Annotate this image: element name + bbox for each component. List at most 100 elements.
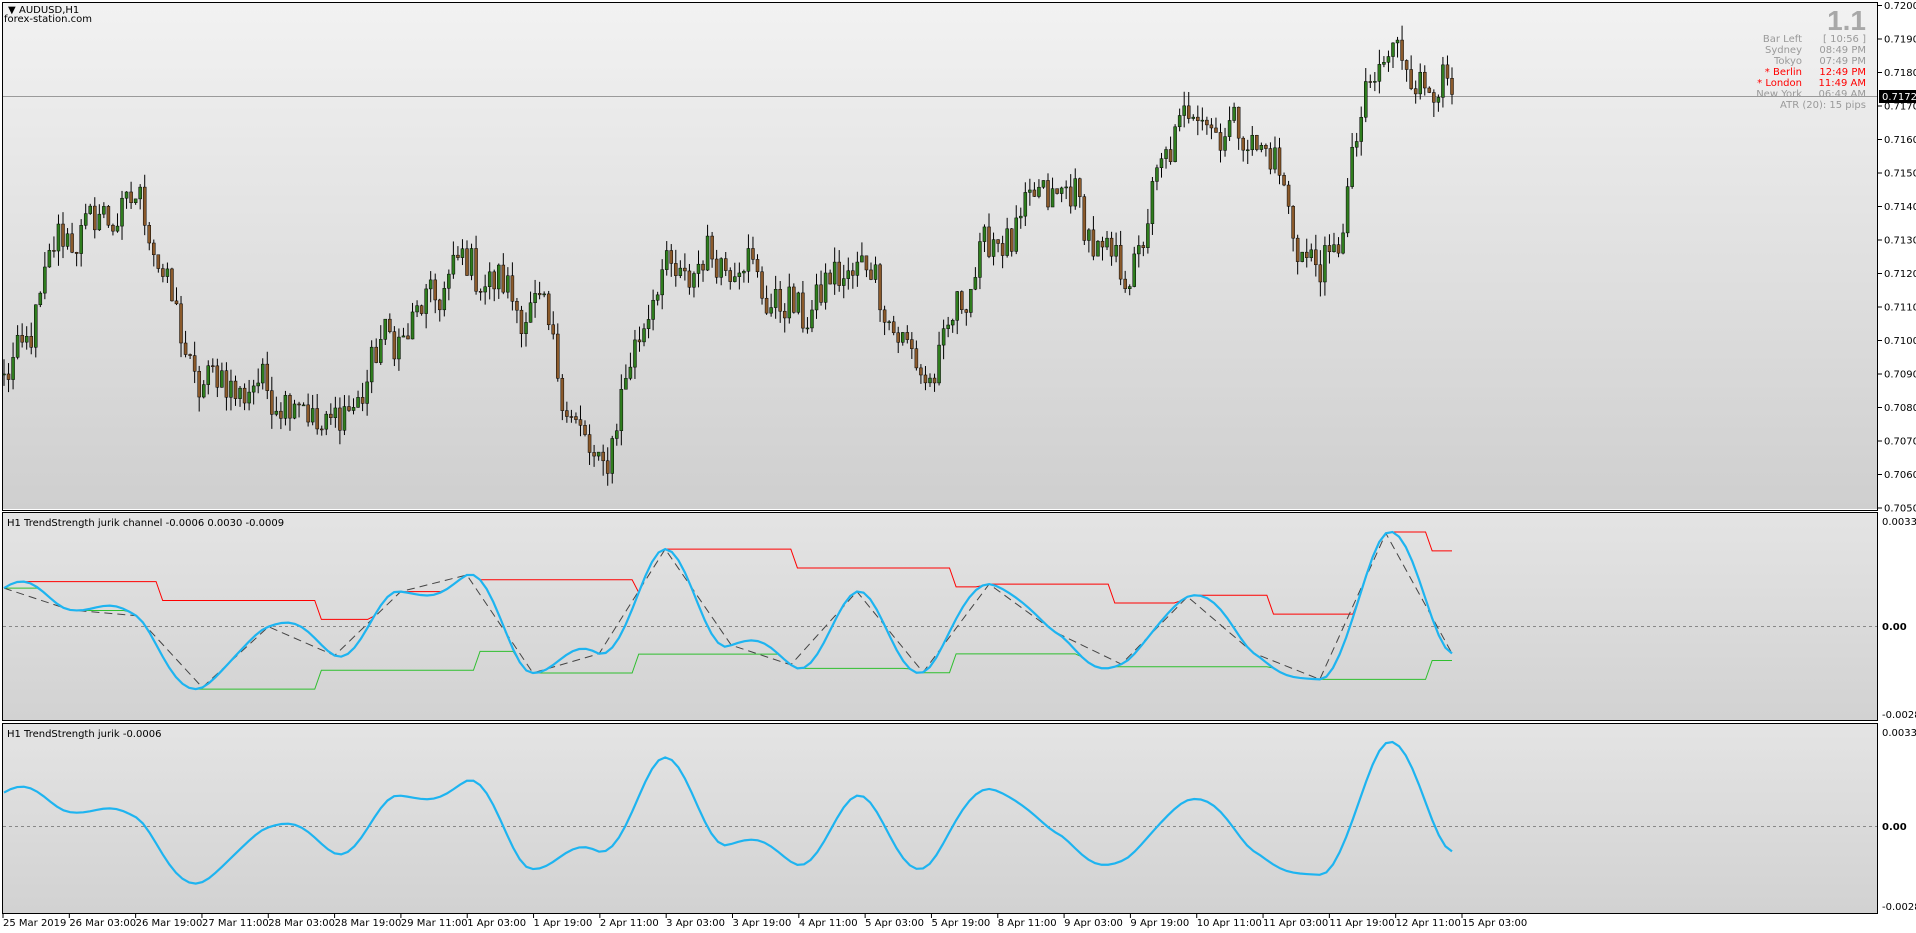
candle-body bbox=[179, 303, 183, 344]
candle-body bbox=[47, 250, 52, 268]
candle-body bbox=[397, 336, 401, 360]
candle-body bbox=[451, 254, 456, 275]
candle-body bbox=[251, 385, 256, 393]
candle-body bbox=[683, 267, 687, 272]
candle-body bbox=[751, 248, 755, 260]
candle-body bbox=[292, 403, 297, 419]
candle-body bbox=[696, 263, 701, 274]
candle-body bbox=[406, 335, 410, 340]
candle-body bbox=[1205, 119, 1209, 126]
candle-body bbox=[1345, 186, 1350, 234]
candle-body bbox=[841, 278, 846, 286]
candle-body bbox=[814, 284, 819, 311]
candle-body bbox=[1359, 116, 1363, 142]
clock-city: Sydney bbox=[1765, 45, 1802, 56]
indicator-panel-1-border bbox=[2, 512, 1878, 721]
time-tick-label: 1 Apr 19:00 bbox=[534, 918, 593, 929]
candle-body bbox=[487, 271, 492, 288]
candle-body bbox=[133, 198, 138, 204]
candle-body bbox=[138, 186, 142, 200]
candle-body bbox=[1413, 88, 1418, 95]
candle-body bbox=[424, 288, 428, 314]
candle-body bbox=[837, 261, 841, 286]
candle-body bbox=[1295, 237, 1300, 262]
candle-body bbox=[1427, 87, 1432, 93]
panel-2-title: H1 TrendStrength jurik -0.0006 bbox=[7, 729, 161, 740]
candle-body bbox=[1364, 81, 1368, 118]
candle-body bbox=[1091, 229, 1096, 257]
candle-body bbox=[1132, 253, 1137, 287]
time-tick-label: 5 Apr 19:00 bbox=[931, 918, 990, 929]
time-tick-label: 3 Apr 03:00 bbox=[666, 918, 725, 929]
symbol-dropdown-icon[interactable]: ▼ bbox=[8, 5, 16, 16]
time-tick-label: 2 Apr 11:00 bbox=[600, 918, 659, 929]
candle-body bbox=[1019, 215, 1023, 219]
candle-body bbox=[497, 264, 501, 290]
candle-body bbox=[220, 370, 224, 388]
candle-body bbox=[978, 241, 982, 278]
candle-body bbox=[755, 259, 760, 273]
candle-body bbox=[1350, 146, 1354, 187]
candle-body bbox=[896, 332, 900, 343]
candle-body bbox=[592, 452, 596, 457]
candle-body bbox=[1250, 134, 1255, 151]
clock-time: 08:49 PM bbox=[1819, 45, 1866, 56]
candle-body bbox=[283, 395, 288, 419]
candle-body bbox=[1214, 127, 1218, 133]
candle-body bbox=[1391, 42, 1395, 57]
candle-body bbox=[628, 366, 633, 379]
candle-body bbox=[465, 248, 469, 276]
candle-body bbox=[973, 277, 978, 290]
candle-body bbox=[1014, 217, 1018, 252]
candle-body bbox=[1223, 136, 1227, 151]
candle-body bbox=[601, 451, 605, 462]
source-label: forex-station.com bbox=[4, 14, 92, 25]
candle-body bbox=[787, 286, 792, 319]
candle-body bbox=[279, 410, 283, 419]
candle-body bbox=[1073, 178, 1077, 207]
candle-body bbox=[1096, 240, 1100, 257]
candle-body bbox=[810, 309, 814, 329]
candle-body bbox=[338, 407, 342, 431]
candle-body bbox=[1005, 228, 1009, 256]
candle-body bbox=[891, 321, 896, 334]
candle-body bbox=[692, 273, 696, 288]
candle-body bbox=[438, 299, 442, 311]
candle-body bbox=[615, 430, 619, 439]
candle-body bbox=[297, 403, 301, 406]
candle-body bbox=[1146, 223, 1150, 248]
candle-body bbox=[142, 186, 147, 226]
candle-body bbox=[792, 286, 796, 313]
candle-body bbox=[1164, 149, 1168, 159]
time-tick-label: 11 Apr 19:00 bbox=[1329, 918, 1394, 929]
candle-body bbox=[1404, 60, 1409, 70]
candle-body bbox=[147, 225, 152, 244]
candle-body bbox=[860, 255, 864, 263]
candle-body bbox=[887, 321, 891, 324]
candle-body bbox=[1268, 148, 1273, 170]
candle-body bbox=[905, 332, 910, 340]
candle-body bbox=[1182, 105, 1186, 116]
candle-body bbox=[1127, 286, 1132, 289]
candle-body bbox=[1436, 97, 1441, 103]
candle-body bbox=[233, 380, 238, 399]
candle-body bbox=[533, 293, 537, 304]
candle-body bbox=[1409, 69, 1413, 89]
candle-body bbox=[419, 305, 424, 314]
candle-body bbox=[610, 438, 615, 474]
candle-body bbox=[1354, 141, 1359, 148]
candle-body bbox=[710, 235, 714, 260]
candle-body bbox=[910, 339, 914, 349]
time-tick-label: 10 Apr 11:00 bbox=[1197, 918, 1262, 929]
candle-body bbox=[478, 291, 483, 293]
candle-body bbox=[869, 269, 873, 280]
trend-strength-line bbox=[3, 530, 1453, 691]
candle-body bbox=[1318, 264, 1323, 283]
candle-body bbox=[1304, 251, 1309, 258]
